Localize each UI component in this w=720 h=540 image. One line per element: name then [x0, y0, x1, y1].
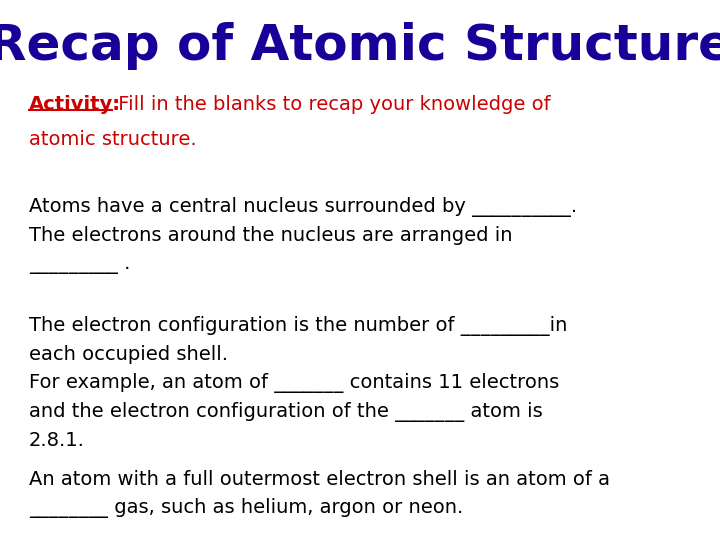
Text: Activity:: Activity: — [29, 94, 121, 113]
Text: An atom with a full outermost electron shell is an atom of a
________ gas, such : An atom with a full outermost electron s… — [29, 470, 610, 518]
Text: Recap of Atomic Structure: Recap of Atomic Structure — [0, 22, 720, 70]
Text: Fill in the blanks to recap your knowledge of: Fill in the blanks to recap your knowled… — [112, 94, 550, 113]
Text: atomic structure.: atomic structure. — [29, 130, 197, 148]
Text: Atoms have a central nucleus surrounded by __________.
The electrons around the : Atoms have a central nucleus surrounded … — [29, 197, 577, 274]
Text: The electron configuration is the number of _________in
each occupied shell.
For: The electron configuration is the number… — [29, 316, 567, 450]
